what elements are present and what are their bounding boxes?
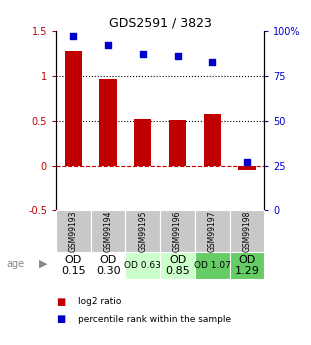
Bar — [56, 210, 91, 252]
Bar — [160, 210, 195, 252]
Bar — [65, 51, 82, 166]
Bar — [195, 252, 230, 279]
Text: OD
0.30: OD 0.30 — [96, 255, 120, 276]
Bar — [125, 252, 160, 279]
Text: GSM99196: GSM99196 — [173, 210, 182, 252]
Bar — [100, 79, 117, 166]
Point — [210, 59, 215, 64]
Text: GSM99198: GSM99198 — [243, 210, 252, 252]
Text: ■: ■ — [56, 297, 65, 307]
Text: age: age — [6, 259, 24, 269]
Text: ■: ■ — [56, 314, 65, 324]
Bar — [230, 210, 264, 252]
Bar — [56, 252, 91, 279]
Text: OD 1.07: OD 1.07 — [194, 261, 231, 270]
Bar — [169, 120, 186, 166]
Point — [105, 43, 111, 48]
Point — [71, 34, 76, 39]
Point — [140, 52, 145, 57]
Text: OD
1.29: OD 1.29 — [234, 255, 259, 276]
Text: OD
0.15: OD 0.15 — [61, 255, 86, 276]
Bar — [204, 114, 221, 166]
Bar — [230, 252, 264, 279]
Bar — [134, 119, 151, 166]
Bar — [91, 252, 125, 279]
Text: percentile rank within the sample: percentile rank within the sample — [78, 315, 231, 324]
Bar — [238, 166, 256, 170]
Bar — [125, 210, 160, 252]
Text: GSM99195: GSM99195 — [138, 210, 147, 252]
Text: GSM99193: GSM99193 — [69, 210, 78, 252]
Bar — [160, 252, 195, 279]
Text: GSM99194: GSM99194 — [104, 210, 113, 252]
Text: GSM99197: GSM99197 — [208, 210, 217, 252]
Point — [175, 53, 180, 59]
Bar — [195, 210, 230, 252]
Text: OD
0.85: OD 0.85 — [165, 255, 190, 276]
Text: OD 0.63: OD 0.63 — [124, 261, 161, 270]
Text: ▶: ▶ — [39, 259, 47, 269]
Point — [244, 159, 249, 165]
Bar — [91, 210, 125, 252]
Title: GDS2591 / 3823: GDS2591 / 3823 — [109, 17, 211, 30]
Text: log2 ratio: log2 ratio — [78, 297, 121, 306]
